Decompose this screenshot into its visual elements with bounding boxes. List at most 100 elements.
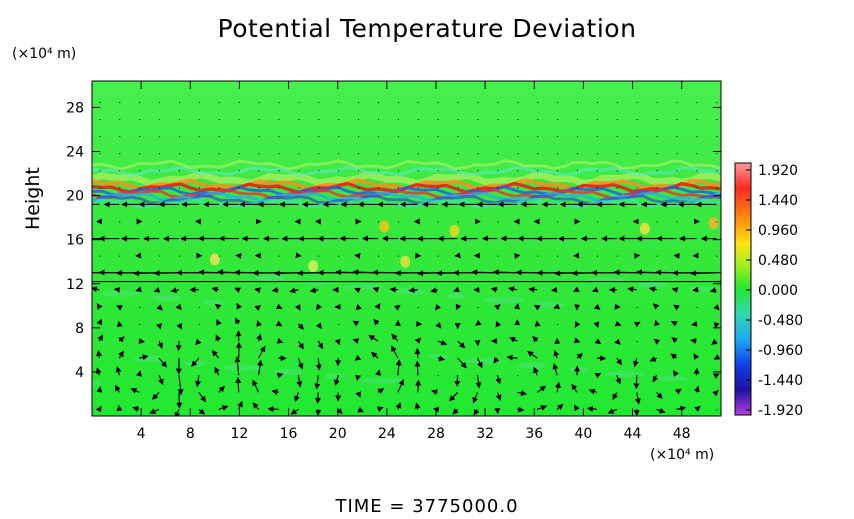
wind-arrow: [297, 357, 304, 370]
wind-arrow: [317, 340, 324, 350]
wind-arrow: [395, 359, 402, 376]
wind-point: [218, 119, 220, 121]
wind-point: [377, 119, 379, 121]
wind-point: [517, 375, 519, 377]
tropopause-band: [92, 165, 721, 178]
wind-point: [238, 187, 240, 189]
field-patch: [203, 299, 224, 306]
wind-arrow: [676, 405, 687, 412]
x-tick-label: 40: [574, 426, 592, 442]
wind-point: [417, 101, 419, 103]
wind-point: [696, 153, 698, 155]
wind-arrow: [437, 355, 446, 362]
wind-arrow: [593, 303, 601, 310]
wind-point: [417, 170, 419, 172]
wind-arrow: [437, 339, 448, 346]
wind-point: [457, 101, 459, 103]
wind-point: [397, 187, 399, 189]
wind-arrow: [693, 385, 700, 393]
wind-arrow: [431, 389, 438, 395]
wind-point: [198, 306, 200, 308]
wind-arrow: [506, 354, 518, 361]
wind-point: [696, 119, 698, 121]
x-tick-label: 12: [231, 426, 249, 442]
wind-point: [517, 119, 519, 121]
wind-arrow: [97, 334, 103, 342]
wind-point: [656, 187, 658, 189]
y-tick-label: 16: [66, 233, 84, 249]
wind-point: [198, 170, 200, 172]
wind-point: [477, 306, 479, 308]
wind-point: [477, 101, 479, 103]
wind-point: [616, 221, 618, 223]
wind-arrow: [517, 390, 528, 397]
wind-point: [636, 170, 638, 172]
wind-point: [377, 255, 379, 257]
wind-arrow: [314, 392, 321, 404]
wind-point: [139, 153, 141, 155]
wind-point: [676, 136, 678, 138]
wind-point: [139, 101, 141, 103]
wind-arrow: [495, 392, 502, 401]
wind-point: [99, 136, 101, 138]
wind-arrow: [355, 303, 362, 311]
wind-point: [477, 170, 479, 172]
wind-arrow: [495, 320, 502, 328]
wind-point: [358, 136, 360, 138]
wind-point: [258, 187, 260, 189]
wind-arrow: [712, 373, 720, 379]
wind-arrow: [136, 370, 142, 377]
wind-arrow: [130, 388, 140, 394]
wind-arrow: [116, 305, 123, 311]
wind-arrow: [633, 321, 641, 328]
wind-point: [278, 221, 280, 223]
wind-arrow: [408, 287, 418, 294]
wind-point: [377, 136, 379, 138]
wind-arrow: [556, 403, 564, 411]
wind-arrow: [513, 303, 520, 310]
x-unit-label: (×10⁴ m): [650, 447, 715, 463]
wind-arrow: [314, 375, 321, 390]
wind-point: [616, 101, 618, 103]
wind-arrow: [594, 372, 602, 379]
tropopause-band: [92, 171, 721, 187]
wind-point: [616, 187, 618, 189]
wind-point: [636, 153, 638, 155]
colorbar-tick-label: 0.960: [758, 223, 798, 239]
wind-arrow: [475, 375, 482, 389]
wind-arrow: [158, 357, 168, 368]
wind-arrow: [454, 375, 461, 387]
wind-arrow: [671, 321, 678, 327]
wind-point: [716, 187, 718, 189]
y-tick-label: 24: [66, 145, 84, 161]
wind-arrow: [614, 320, 622, 327]
wind-point: [159, 187, 161, 189]
wind-arrow: [216, 319, 222, 326]
wind-point: [358, 153, 360, 155]
wind-point: [218, 255, 220, 257]
wind-point: [537, 119, 539, 121]
wind-arrow: [352, 320, 360, 327]
wind-point: [716, 119, 718, 121]
wind-point: [377, 221, 379, 223]
tropopause-band: [92, 159, 721, 171]
field-patch: [535, 301, 566, 308]
field-blob: [379, 220, 390, 233]
wind-point: [616, 119, 618, 121]
field-patch: [325, 373, 346, 380]
wind-arrow: [414, 337, 421, 344]
wind-point: [656, 255, 658, 257]
wind-point: [278, 119, 280, 121]
wind-point: [497, 170, 499, 172]
y-tick-label: 8: [75, 321, 84, 337]
wind-arrow: [435, 322, 442, 329]
field-patch: [690, 286, 711, 293]
wind-point: [139, 306, 141, 308]
field-patch: [605, 371, 646, 378]
wind-point: [577, 136, 579, 138]
wind-point: [616, 170, 618, 172]
wind-arrow: [254, 304, 262, 311]
wind-point: [178, 153, 180, 155]
colorbar-tick-label: -0.960: [758, 343, 803, 359]
